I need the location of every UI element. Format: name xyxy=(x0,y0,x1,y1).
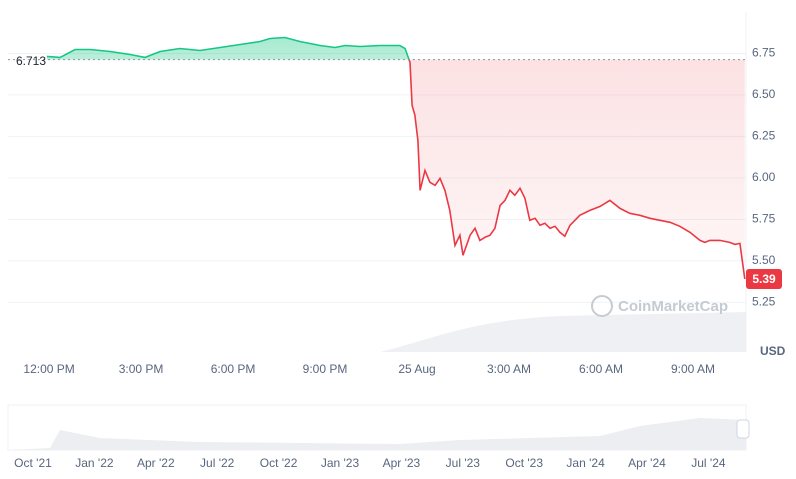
navigator-label: Oct '22 xyxy=(260,456,298,470)
navigator-label: Jan '23 xyxy=(321,456,360,470)
y-tick-label: 6.25 xyxy=(752,129,776,143)
x-tick-label: 12:00 PM xyxy=(23,362,74,376)
y-tick-label: 6.50 xyxy=(752,87,776,101)
navigator-handle[interactable] xyxy=(736,419,750,439)
y-tick-label: 5.75 xyxy=(752,211,776,225)
watermark: CoinMarketCap xyxy=(591,295,728,317)
navigator-label: Jan '24 xyxy=(566,456,605,470)
navigator-label: Oct '21 xyxy=(14,456,52,470)
unit-label: USD xyxy=(760,344,786,358)
y-tick-label: 5.25 xyxy=(752,294,776,308)
watermark-text: CoinMarketCap xyxy=(618,298,728,315)
x-tick-label: 6:00 AM xyxy=(579,362,623,376)
x-tick-label: 3:00 PM xyxy=(119,362,164,376)
navigator-label: Apr '22 xyxy=(137,456,175,470)
navigator-label: Apr '24 xyxy=(628,456,666,470)
navigator-label: Jan '22 xyxy=(75,456,114,470)
x-tick-label: 9:00 AM xyxy=(671,362,715,376)
y-tick-label: 5.50 xyxy=(752,253,776,267)
navigator xyxy=(7,404,750,451)
last-price-label: 5.39 xyxy=(752,272,776,286)
y-tick-label: 6.75 xyxy=(752,46,776,60)
x-tick-label: 25 Aug xyxy=(398,362,435,376)
navigator-label: Jul '23 xyxy=(446,456,481,470)
y-tick-label: 6.00 xyxy=(752,170,776,184)
price-line xyxy=(46,36,746,280)
x-tick-label: 6:00 PM xyxy=(211,362,256,376)
baseline-label: 6.713 xyxy=(16,54,46,68)
volume-area xyxy=(8,312,746,352)
price-area xyxy=(46,37,745,279)
navigator-label: Oct '23 xyxy=(505,456,543,470)
x-tick-label: 9:00 PM xyxy=(303,362,348,376)
navigator-label: Apr '23 xyxy=(383,456,421,470)
navigator-label: Jul '24 xyxy=(691,456,726,470)
last-price-badge xyxy=(746,269,782,290)
x-tick-label: 3:00 AM xyxy=(487,362,531,376)
navigator-label: Jul '22 xyxy=(200,456,235,470)
